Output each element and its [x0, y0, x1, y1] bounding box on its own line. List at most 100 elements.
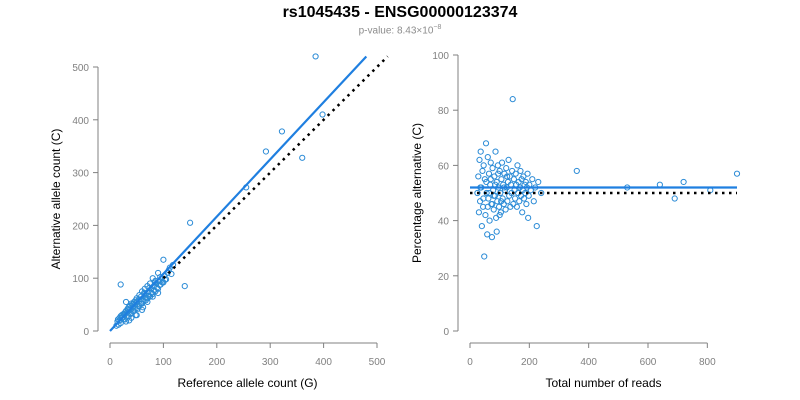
- panel-1-data-point: [149, 293, 156, 300]
- panel-2-data-point: [487, 159, 494, 166]
- panel-2-data-point: [476, 156, 483, 163]
- panel-2-data-point: [485, 170, 493, 177]
- panel-2-x-tick-label: 200: [521, 357, 538, 368]
- panel-1-x-tick-label: 400: [315, 357, 332, 368]
- panel-2-data-point: [482, 140, 490, 147]
- panel-1-x-tick-label: 100: [155, 357, 172, 368]
- panel-2-data-point: [680, 178, 687, 186]
- panel-2-data-point: [514, 162, 521, 169]
- panel-1-data-point: [144, 298, 151, 306]
- panel-2-data-point: [498, 176, 505, 183]
- panel-2-data-point: [493, 214, 500, 221]
- panel-1-data-point: [143, 295, 150, 302]
- panel-2-data-point: [523, 200, 530, 208]
- p-value-text: p-value: 8.43×10: [358, 25, 434, 37]
- panel-1-data-point: [133, 312, 140, 319]
- panel-1-y-tick-label: 500: [72, 63, 89, 74]
- panel-2-data-point: [475, 173, 482, 180]
- panel-1-data-point: [262, 148, 270, 155]
- panel-1-data-point: [312, 53, 319, 60]
- panel-1-y-tick-label: 200: [72, 221, 89, 232]
- panel-2-data-point: [481, 253, 488, 260]
- panel-2-data-point: [489, 200, 496, 208]
- panel-1-x-tick-label: 300: [262, 357, 279, 368]
- panel-2-data-point: [493, 228, 500, 235]
- panel-2-y-axis-title: Percentage alternative (C): [410, 123, 424, 263]
- panel-1-data-point: [134, 305, 141, 312]
- panel-2-x-axis-title: Total number of reads: [545, 376, 661, 390]
- panel-1-data-point: [127, 311, 134, 318]
- panel-1-data-point: [319, 111, 326, 118]
- panel-1-y-axis-title: Alternative allele count (C): [49, 129, 63, 270]
- panel-2-y-tick-label: 60: [438, 161, 450, 172]
- panel-1-data-point: [154, 285, 162, 292]
- panel-1-x-tick-label: 500: [369, 357, 386, 368]
- panel-2-data-point: [517, 167, 524, 175]
- panel-2-data-point: [495, 170, 502, 177]
- panel-2-data-point: [484, 231, 491, 238]
- panel-1-x-axis-title: Reference allele count (G): [177, 376, 317, 390]
- panel-1-reference-line: [162, 55, 389, 280]
- panel-2-x-tick-label: 600: [640, 357, 657, 368]
- panel-2-data-point: [506, 173, 513, 180]
- panel-2-data-point: [477, 148, 484, 155]
- panel-2-data-point: [524, 170, 531, 177]
- panel-1-data-point: [128, 314, 135, 321]
- panel-1-data-point: [122, 298, 130, 306]
- p-value-exponent: −8: [433, 24, 442, 31]
- panel-2-data-point: [475, 209, 482, 216]
- panel-1-data-point: [146, 284, 153, 291]
- panel-2-data-point: [476, 198, 484, 205]
- panel-1-x-tick-label: 200: [208, 357, 225, 368]
- panel-2-data-point: [512, 170, 519, 177]
- panel-2-data-point: [480, 162, 487, 169]
- panel-2-y-tick-label: 80: [438, 106, 450, 117]
- panel-2-data-point: [509, 167, 516, 175]
- panel-2-data-point: [511, 195, 519, 202]
- panel-2-data-point: [525, 192, 532, 199]
- panel-1-data-point: [137, 300, 145, 307]
- panel-1-y-tick-label: 0: [83, 327, 89, 338]
- panel-1-data-point: [154, 289, 162, 297]
- panel-2-data-point: [516, 198, 523, 205]
- panel-2-data-point: [483, 178, 490, 186]
- panel-2-data-point: [484, 154, 491, 161]
- panel-1-data-point: [121, 316, 129, 323]
- panel-2-data-point: [474, 189, 481, 197]
- panel-2-data-point: [503, 173, 511, 180]
- panel-2-data-point: [503, 165, 510, 172]
- panel-2-data-point: [733, 170, 741, 177]
- panel-1-x-tick-label: 0: [107, 357, 113, 368]
- panel-2-data-point: [519, 209, 526, 216]
- panel-2-data-point: [498, 198, 505, 205]
- panel-2-data-point: [530, 198, 537, 205]
- panel-2-data-point: [533, 223, 540, 230]
- panel-2-data-point: [504, 198, 511, 205]
- panel-2-y-tick-label: 100: [432, 51, 449, 62]
- panel-1-data-point: [117, 281, 124, 288]
- panel-2-data-point: [535, 178, 542, 186]
- panel-2-data-point: [502, 206, 509, 213]
- panel-1-fit-line: [109, 55, 368, 332]
- panel-2-data-point: [478, 223, 485, 230]
- panel-1-data-point: [138, 306, 146, 313]
- panel-2-data-point: [496, 211, 503, 219]
- panel-1-data-point: [151, 279, 158, 286]
- panel-2-data-point: [489, 165, 496, 172]
- panel-2-data-point: [529, 176, 536, 183]
- panel-2-y-tick-label: 20: [438, 272, 450, 283]
- panel-2-data-point: [487, 176, 494, 183]
- panel-1-y-tick-label: 300: [72, 169, 89, 180]
- panel-2-data-point: [671, 195, 678, 202]
- panel-2-data-point: [520, 173, 527, 180]
- panel-2-data-point: [495, 203, 503, 210]
- panel-2-data-point: [510, 176, 518, 183]
- panel-2-data-point: [479, 167, 486, 175]
- panel-1-data-point: [278, 128, 286, 135]
- panel-2-data-point: [492, 148, 499, 155]
- panel-1-y-tick-label: 400: [72, 116, 89, 127]
- panel-2-data-point: [482, 211, 489, 219]
- chart-title: rs1045435 - ENSG00000123374: [282, 4, 518, 21]
- panel-1-data-point: [159, 279, 166, 286]
